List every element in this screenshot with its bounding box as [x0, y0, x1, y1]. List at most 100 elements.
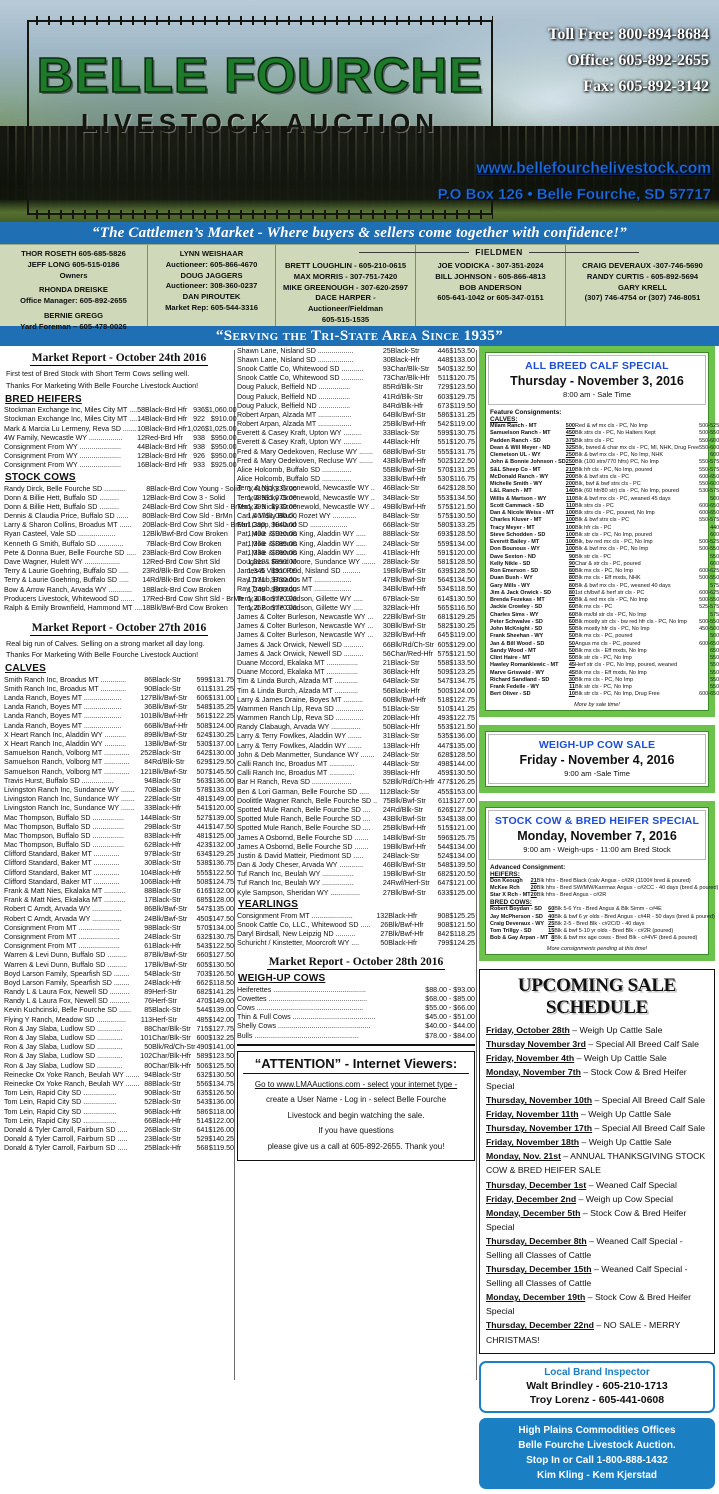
lot-row: Alice Holcomb, Buffalo SD ..............…	[237, 475, 475, 484]
lot-row: Mac Thompson, Buffalo SD ...............…	[4, 813, 234, 822]
consignor-name: Sandy Wood - MT	[490, 647, 537, 654]
lot-breed-sex: Blk/Rd/Ch-Str	[390, 640, 435, 649]
cattle-description: Blk & bwf mx cls - PC, No Imp, NHK	[574, 452, 663, 459]
rule-right	[528, 252, 639, 254]
lot-row: Terry & Laurie Goehring, Buffalo SD ....…	[4, 567, 297, 576]
lot-head-count: 24	[382, 539, 391, 548]
lot-head-count: 30	[382, 622, 391, 631]
lot-consignor: Mac Thompson, Buffalo SD ...............…	[4, 822, 124, 831]
consignor-name: Gary Mills - WY	[490, 582, 531, 589]
head-count: 60	[568, 611, 575, 618]
cattle-description: Blk strs cls - PC, poured, No Imp	[574, 510, 655, 517]
consignor-name: John & Bonnie Johnson - SD	[490, 459, 566, 466]
lot-weight: 490	[196, 1043, 209, 1052]
lot-consignor: Shawn Lane, Nisland SD .................…	[237, 346, 354, 355]
price-category: Heiferettes ............................…	[237, 985, 366, 994]
weight-range: 600#	[710, 531, 719, 538]
staff-line: Auctioneer: 308-360-0237	[165, 281, 258, 291]
lot-weight: 530	[437, 475, 450, 484]
lot-breed-sex: Blk/Bwf-Str	[152, 905, 188, 914]
lot-price: $140.25	[208, 1135, 234, 1144]
lot-consignor: Dan & Jody Cheser, Arvada WY ...........…	[237, 861, 364, 870]
lot-breed-sex: Blk/Bwf-Str	[152, 951, 188, 960]
schedule-date: Monday, December 5th	[486, 1207, 581, 1218]
lot-price: $122.50	[208, 942, 234, 951]
consignor-name: Kelly Nikle - SD	[490, 560, 531, 567]
lot-price: $122.50	[449, 456, 475, 465]
lot-price: $129.50	[208, 758, 234, 767]
tagline-bar: “The Cattlemen’s Market - Where buyers &…	[0, 222, 719, 244]
lot-consignor: Donald & Tyler Carroll, Fairburn SD ....…	[4, 1135, 128, 1144]
consignment-row: Jackie Crowley - SD 60 Blk mx cls - PC 525-…	[490, 604, 719, 611]
consignment-row: Clint Haire - MT 50 Blk str cls - PC, No I…	[490, 655, 719, 662]
lot-row: Landa Ranch, Boyes MT ..................…	[4, 694, 234, 703]
schedule-date: Monday, Nov. 21st	[486, 1151, 561, 1162]
lot-row: Dennis & Claudia Price, Buffalo SD .....…	[4, 511, 297, 520]
lot-consignor: Boyd Larson Family, Spearfish SD .......…	[4, 969, 130, 978]
lot-price: $940.00	[271, 521, 297, 530]
head-count: 50	[568, 655, 575, 662]
divider-rule	[237, 1044, 475, 1046]
lot-row: Doug Paluck, Belfield ND ...............…	[237, 401, 475, 410]
lot-row: Consignment From MT ....................…	[4, 932, 234, 941]
consignment-row: Michelle Smith - WY 200 Blk, bwf & bwf str…	[490, 481, 719, 488]
consignor-name: Charles Kluver - MT	[490, 517, 542, 524]
cattle-description: Blk (60 hfr/80 str) cls - PC, No Imp, po…	[574, 488, 679, 495]
cattle-description: Blk & bwf strs cls - PC	[574, 473, 630, 480]
lot-price: $128.50	[449, 750, 475, 759]
lot-row: Randy Dirck, Belle Fourche SD ..........…	[4, 484, 297, 493]
lot-consignor: Everett & Casey Kraft, Upton WY ........…	[237, 438, 362, 447]
lot-consignor: James & Colter Burleson, Newcastle WY ..…	[237, 631, 374, 640]
lot-row: Douglas & Reed Moore, Sundance WY ......…	[237, 557, 475, 566]
lot-price: $910.00	[271, 567, 297, 576]
lot-weight: 511	[438, 374, 450, 383]
lot-weight: 508	[196, 877, 209, 886]
lot-row: Randy L & Laura Fox, Newell SD .........…	[4, 997, 234, 1006]
lot-weight: 842	[437, 930, 450, 939]
lot-consignor: Randy Dirck, Belle Fourche SD ..........…	[4, 484, 126, 493]
consignor-name: Michelle Smith - WY	[490, 481, 543, 488]
lot-price: $141.00	[208, 1043, 234, 1052]
head-count: 60	[568, 618, 575, 625]
lot-weight: 548	[196, 703, 209, 712]
attention-line[interactable]: Go to www.LMAAuctions.com - select your …	[243, 1077, 469, 1093]
lot-weight: 555	[196, 868, 209, 877]
lot-price: $132.00	[208, 887, 234, 896]
lot-weight: 611	[197, 684, 209, 693]
lot-head-count: 51	[382, 704, 391, 713]
price-row: Thin & Full Cows .......................…	[237, 1013, 475, 1022]
lot-head-count: 60	[382, 695, 391, 704]
lot-row: Ron & Jay Slaba, Ludlow SD .............…	[4, 1033, 234, 1042]
lot-head-count: 252	[140, 749, 153, 758]
consignment-row: Charles Kluver - MT 100 Blk & bwf strs cls…	[490, 517, 719, 524]
lot-row: Ron & Jay Slaba, Ludlow SD .............…	[4, 1052, 234, 1061]
lot-breed-sex: Black-Str	[390, 677, 420, 686]
lot-weight: 500	[437, 686, 450, 695]
lot-price: $144.00	[449, 760, 475, 769]
lot-consignor: Tom Lein, Rapid City SD ................…	[4, 1098, 117, 1107]
lot-price: $885.00	[271, 539, 297, 548]
consignment-row: Jay McPherson - SD 40 Blk & bwf 6 yr olds …	[490, 914, 715, 921]
lot-row: Tim & Linda Burch, Alzada MT ...........…	[237, 677, 475, 686]
lot-head-count: 34	[382, 585, 391, 594]
lot-row: Samuelson Ranch, Volborg MT ............…	[4, 767, 234, 776]
lot-price: $800.00	[271, 585, 297, 594]
lot-price: $950.00	[210, 433, 237, 442]
lot-head-count: 12	[137, 433, 146, 442]
website-link[interactable]: www.bellefourchelivestock.com	[476, 160, 711, 178]
lot-consignor: Alice Holcomb, Buffalo SD ..............…	[237, 475, 352, 484]
lot-consignor: Donn & Billie Hett, Buffalo SD .........…	[4, 493, 119, 502]
lma-auctions-link[interactable]: Go to www.LMAAuctions.com - select your …	[254, 1079, 458, 1089]
consignment-row: John McKnight - SD 50 Blk mostly hfr cls -…	[490, 626, 719, 633]
lot-head-count: 28	[382, 557, 391, 566]
lot-row: Kevin Kuchcinski, Belle Fourche SD .....…	[4, 1006, 234, 1015]
lot-consignor: Clifford Standard, Baker MT ............…	[4, 850, 120, 859]
weight-range: 600-650#	[699, 502, 719, 509]
bred-cows-group-label: BRED COWS:	[490, 899, 532, 907]
lot-price: $860.00	[271, 548, 297, 557]
lot-consignor: Livingston Ranch Inc, Sundance WY ......…	[4, 785, 135, 794]
lot-consignor: Reinecke Ox Yoke Ranch, Beulah WY ......…	[4, 1070, 140, 1079]
lot-row: Frank & Matt Nies, Ekalaka MT ..........…	[4, 886, 234, 895]
lot-head-count: 16	[137, 461, 146, 470]
lot-breed-sex: Black-Brd Hfr	[145, 406, 188, 415]
